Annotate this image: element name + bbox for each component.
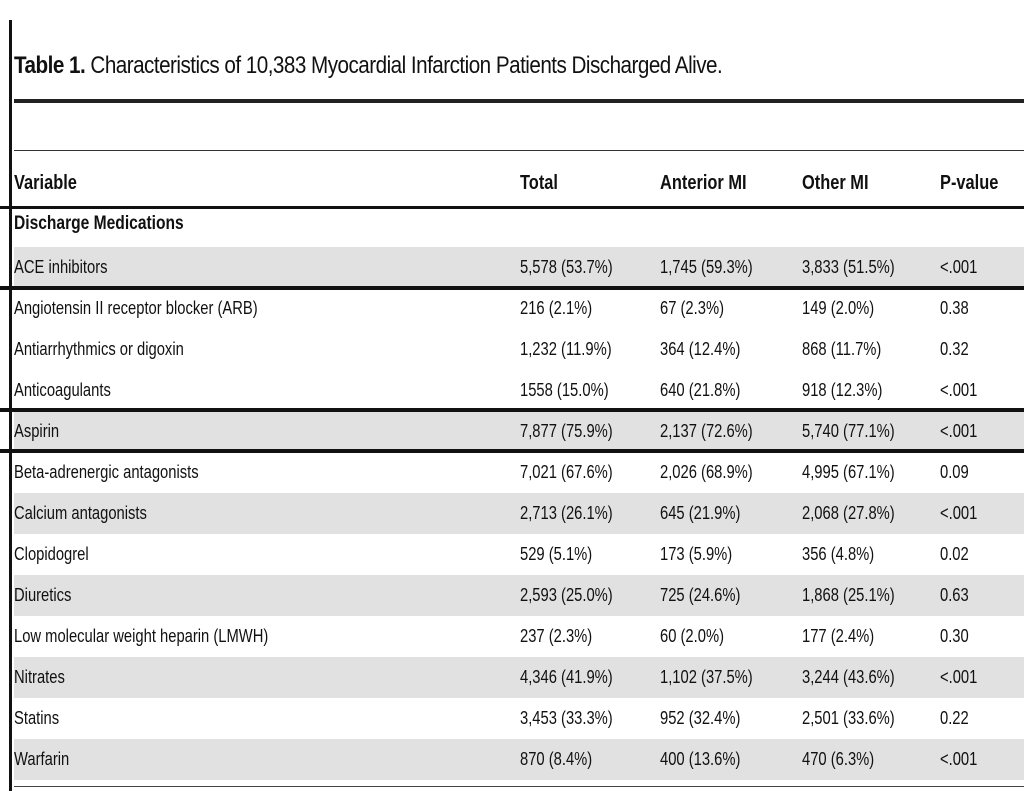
row-other-mi: 2,068 (27.8%) [802, 503, 895, 523]
row-variable: Nitrates [14, 667, 65, 687]
row-variable: Clopidogrel [14, 544, 89, 564]
header-total: Total [520, 172, 558, 194]
row-variable: Aspirin [14, 421, 60, 441]
row-anterior-mi: 640 (21.8%) [660, 380, 741, 400]
row-p-value: <.001 [940, 421, 978, 441]
row-anterior-mi: 1,745 (59.3%) [660, 257, 753, 277]
emphasis-rule [0, 286, 1024, 290]
header-top-divider [14, 150, 1024, 151]
row-anterior-mi: 725 (24.6%) [660, 585, 741, 605]
row-other-mi: 4,995 (67.1%) [802, 462, 895, 482]
row-variable: Low molecular weight heparin (LMWH) [14, 626, 269, 646]
table-header-row: Variable Total Anterior MI Other MI P-va… [0, 168, 1024, 200]
row-total: 870 (8.4%) [520, 749, 593, 769]
row-other-mi: 177 (2.4%) [802, 626, 875, 646]
emphasis-rule [0, 408, 1024, 412]
row-variable: Calcium antagonists [14, 503, 147, 523]
header-variable: Variable [14, 172, 77, 194]
row-total: 2,713 (26.1%) [520, 503, 613, 523]
table-row: Diuretics 2,593 (25.0%) 725 (24.6%) 1,868 (… [14, 575, 1024, 616]
row-total: 216 (2.1%) [520, 298, 593, 318]
row-anterior-mi: 2,026 (68.9%) [660, 462, 753, 482]
table-row: Aspirin 7,877 (75.9%) 2,137 (72.6%) 5,740 (… [14, 411, 1024, 452]
table-row: Anticoagulants 1558 (15.0%) 640 (21.8%) 918… [14, 370, 1024, 411]
table-row: Clopidogrel 529 (5.1%) 173 (5.9%) 356 (4.8%… [14, 534, 1024, 575]
row-p-value: <.001 [940, 503, 978, 523]
row-other-mi: 2,501 (33.6%) [802, 708, 895, 728]
row-p-value: 0.63 [940, 585, 969, 605]
row-p-value: <.001 [940, 749, 978, 769]
row-p-value: 0.02 [940, 544, 969, 564]
header-other-mi: Other MI [802, 172, 869, 194]
row-variable: Antiarrhythmics or digoxin [14, 339, 184, 359]
row-p-value: 0.09 [940, 462, 969, 482]
table-row: ACE inhibitors 5,578 (53.7%) 1,745 (59.3%)… [14, 247, 1024, 288]
row-p-value: <.001 [940, 257, 978, 277]
table-row: Low molecular weight heparin (LMWH) 237 (… [14, 616, 1024, 657]
row-variable: ACE inhibitors [14, 257, 108, 277]
row-anterior-mi: 952 (32.4%) [660, 708, 741, 728]
row-total: 2,593 (25.0%) [520, 585, 613, 605]
row-p-value: <.001 [940, 380, 978, 400]
row-total: 7,877 (75.9%) [520, 421, 613, 441]
row-anterior-mi: 173 (5.9%) [660, 544, 733, 564]
row-other-mi: 5,740 (77.1%) [802, 421, 895, 441]
row-anterior-mi: 67 (2.3%) [660, 298, 724, 318]
table-row: Warfarin 870 (8.4%) 400 (13.6%) 470 (6.3%) <… [14, 739, 1024, 780]
row-variable: Warfarin [14, 749, 70, 769]
table-title-prefix: Table 1. [14, 52, 86, 79]
row-variable: Angiotensin II receptor blocker (ARB) [14, 298, 258, 318]
row-p-value: <.001 [940, 667, 978, 687]
row-other-mi: 3,244 (43.6%) [802, 667, 895, 687]
table-row: Angiotensin II receptor blocker (ARB) 216… [14, 288, 1024, 329]
row-other-mi: 3,833 (51.5%) [802, 257, 895, 277]
emphasis-rule [0, 449, 1024, 453]
header-p-value: P-value [940, 172, 999, 194]
table-title: Table 1. Characteristics of 10,383 Myoca… [14, 52, 723, 80]
row-variable: Beta-adrenergic antagonists [14, 462, 199, 482]
row-other-mi: 1,868 (25.1%) [802, 585, 895, 605]
table-row: Nitrates 4,346 (41.9%) 1,102 (37.5%) 3,244 … [14, 657, 1024, 698]
row-other-mi: 918 (12.3%) [802, 380, 883, 400]
row-anterior-mi: 400 (13.6%) [660, 749, 741, 769]
row-other-mi: 356 (4.8%) [802, 544, 875, 564]
table-body: ACE inhibitors 5,578 (53.7%) 1,745 (59.3%)… [14, 247, 1024, 780]
row-other-mi: 470 (6.3%) [802, 749, 875, 769]
row-total: 237 (2.3%) [520, 626, 593, 646]
row-other-mi: 868 (11.7%) [802, 339, 882, 359]
table-title-text: Characteristics of 10,383 Myocardial Inf… [85, 52, 723, 79]
header-anterior-mi: Anterior MI [660, 172, 747, 194]
row-anterior-mi: 1,102 (37.5%) [660, 667, 753, 687]
header-divider [0, 206, 1024, 209]
row-total: 1558 (15.0%) [520, 380, 609, 400]
table-row: Beta-adrenergic antagonists 7,021 (67.6%)… [14, 452, 1024, 493]
table-row: Antiarrhythmics or digoxin 1,232 (11.9%) 3… [14, 329, 1024, 370]
row-p-value: 0.38 [940, 298, 969, 318]
row-anterior-mi: 645 (21.9%) [660, 503, 741, 523]
row-total: 7,021 (67.6%) [520, 462, 613, 482]
row-total: 4,346 (41.9%) [520, 667, 613, 687]
table-row: Calcium antagonists 2,713 (26.1%) 645 (21.… [14, 493, 1024, 534]
row-anterior-mi: 2,137 (72.6%) [660, 421, 753, 441]
row-other-mi: 149 (2.0%) [802, 298, 875, 318]
table-bottom-rule [14, 786, 1024, 787]
left-border [9, 20, 12, 791]
row-anterior-mi: 60 (2.0%) [660, 626, 724, 646]
row-variable: Anticoagulants [14, 380, 111, 400]
row-variable: Diuretics [14, 585, 72, 605]
row-p-value: 0.22 [940, 708, 969, 728]
row-p-value: 0.30 [940, 626, 969, 646]
row-variable: Statins [14, 708, 60, 728]
section-label: Discharge Medications [14, 213, 184, 234]
row-total: 3,453 (33.3%) [520, 708, 613, 728]
title-divider [14, 99, 1024, 103]
table-row: Statins 3,453 (33.3%) 952 (32.4%) 2,501 (33… [14, 698, 1024, 739]
row-total: 529 (5.1%) [520, 544, 593, 564]
row-total: 1,232 (11.9%) [520, 339, 612, 359]
row-anterior-mi: 364 (12.4%) [660, 339, 741, 359]
row-total: 5,578 (53.7%) [520, 257, 613, 277]
row-p-value: 0.32 [940, 339, 969, 359]
